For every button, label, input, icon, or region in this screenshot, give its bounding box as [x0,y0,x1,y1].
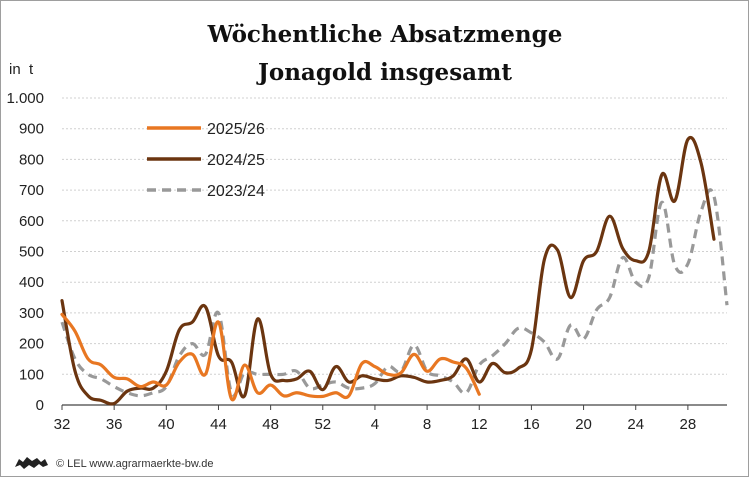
x-axis: 32 36 40 44 48 52 4 8 12 16 20 24 28 [54,404,727,433]
y-tick-label: 1.000 [6,90,44,107]
x-tick-label: 16 [523,416,540,433]
y-tick-label: 200 [19,336,44,353]
x-tick-label: 40 [158,416,175,433]
y-tick-label: 400 [19,274,44,291]
series-line-2023-24 [60,188,729,398]
y-tick-label: 700 [19,182,44,199]
legend-label: 2023/24 [207,183,265,200]
y-tick-label: 800 [19,151,44,168]
chart-title: Wöchentliche Absatzmenge [207,21,563,48]
x-tick-label: 32 [54,416,71,433]
y-tick-label: 100 [19,366,44,383]
series-line-2025-26 [60,312,481,402]
lion-logo-icon [15,457,48,469]
x-tick-label: 48 [262,416,279,433]
gridlines [62,97,727,375]
x-tick-label: 44 [210,416,227,433]
x-tick-label: 20 [575,416,592,433]
x-tick-label: 8 [423,416,431,433]
footer-credit: © LEL www.agrarmaerkte-bw.de [56,458,214,470]
x-tick-label: 52 [314,416,331,433]
x-tick-label: 28 [680,416,697,433]
legend-label: 2025/26 [207,121,265,138]
x-tick-label: 4 [371,416,379,433]
y-axis-unit-label: in t [9,61,34,78]
y-tick-label: 600 [19,213,44,230]
y-tick-label: 500 [19,244,44,261]
x-tick-label: 24 [627,416,644,433]
series-lines [60,136,729,406]
y-tick-label: 0 [36,397,44,414]
y-tick-label: 300 [19,305,44,322]
x-tick-label: 36 [106,416,123,433]
y-tick-label: 900 [19,121,44,138]
series-line-2024-25 [60,136,716,406]
legend: 2025/26 2024/25 2023/24 [147,121,265,200]
legend-label: 2024/25 [207,152,265,169]
chart-subtitle: Jonagold insgesamt [256,59,512,86]
y-axis-ticks: 0 100 200 300 400 500 600 700 800 900 1.000 [6,90,44,414]
x-tick-label: 12 [471,416,488,433]
